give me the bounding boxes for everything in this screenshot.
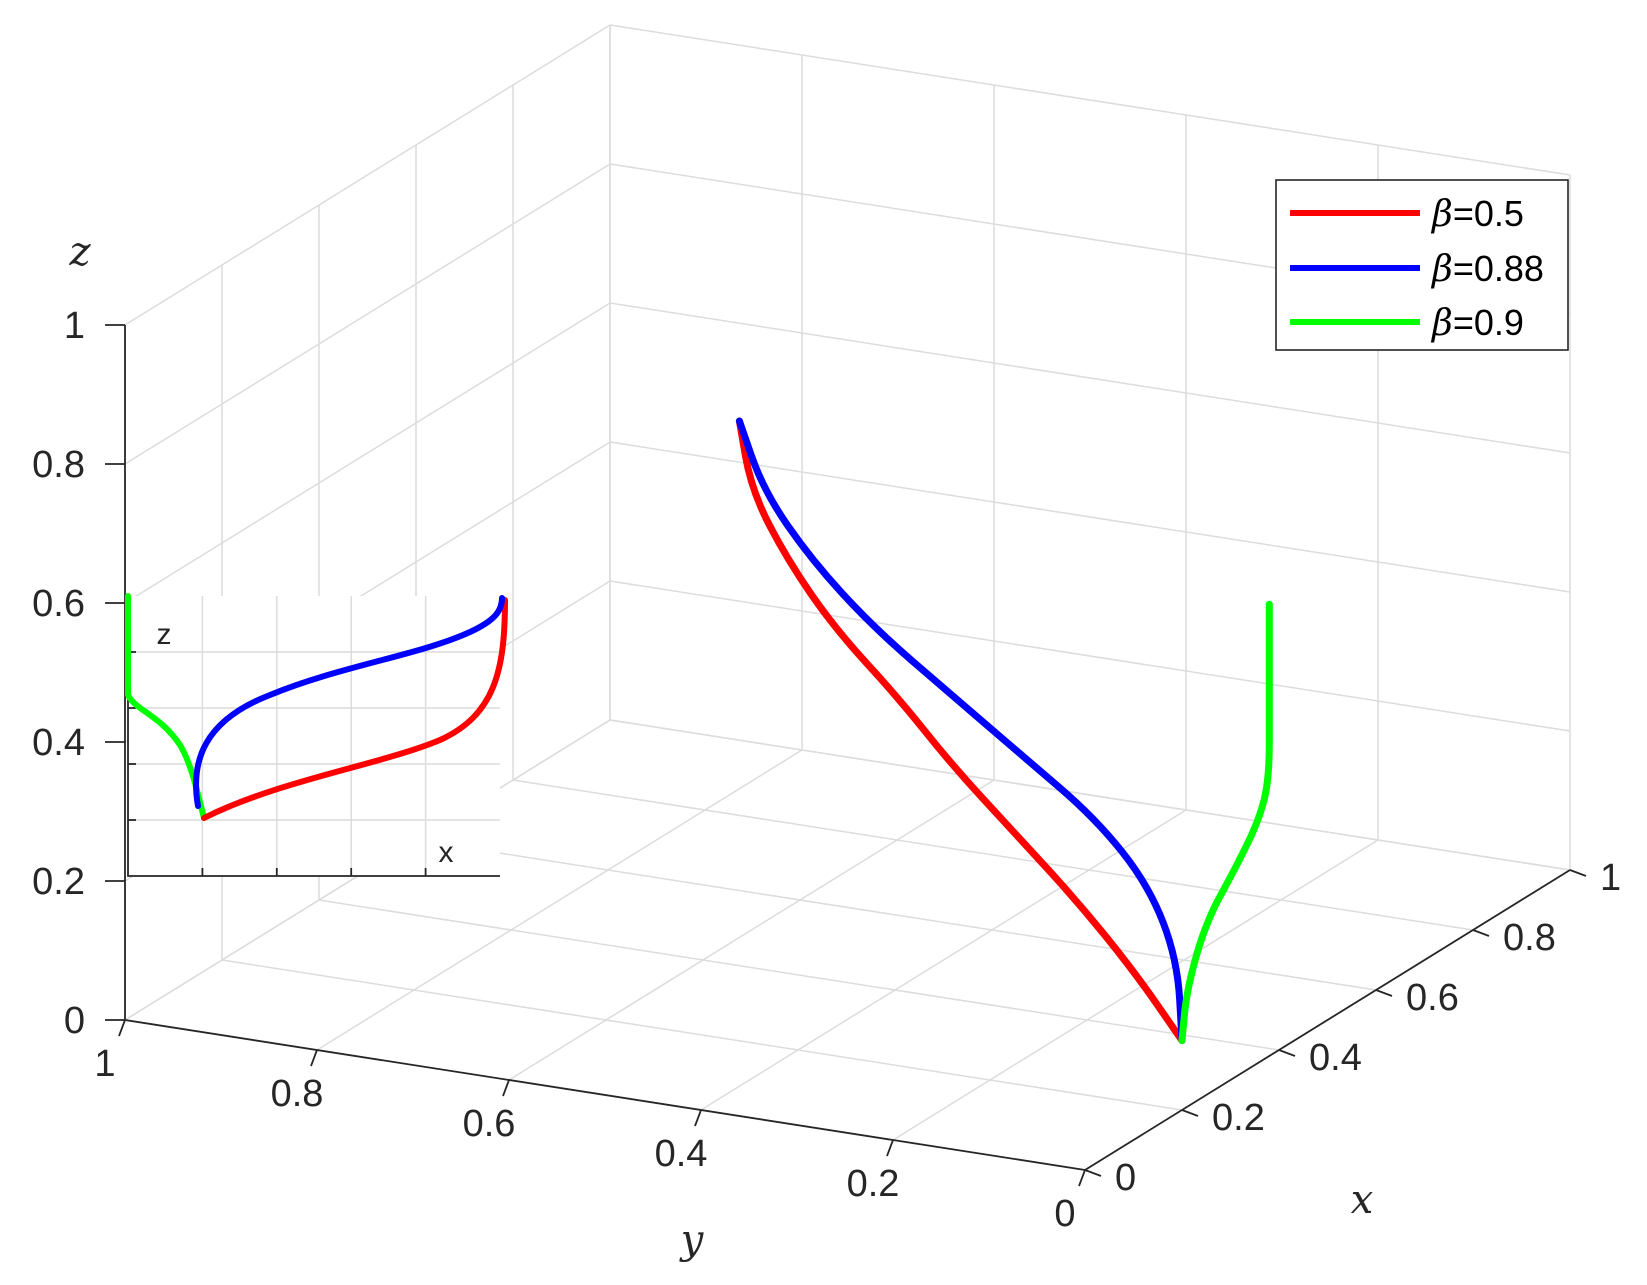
y-tick-3 xyxy=(502,1079,510,1097)
series-layer xyxy=(735,417,1273,1044)
y-tick-label-4: 0.8 xyxy=(271,1073,324,1115)
z-tick-label-5: 1 xyxy=(64,305,85,347)
z-tick-label-4: 0.8 xyxy=(32,444,85,486)
x-tick-label-1: 0.2 xyxy=(1212,1097,1265,1139)
z-tick-label-3: 0.6 xyxy=(32,583,85,625)
legend-symbol-2: β xyxy=(1430,303,1453,344)
y-tick-label-3: 0.6 xyxy=(463,1103,516,1145)
floor-grid-x-4 xyxy=(512,779,1474,931)
tick-layer: 0000.20.20.20.40.40.40.60.60.60.80.80.81… xyxy=(32,305,1621,1235)
floor-grid-x-2 xyxy=(318,899,1280,1051)
floor-grid-x-3 xyxy=(415,839,1377,991)
x-tick-label-4: 0.8 xyxy=(1503,917,1556,959)
y-tick-label-5: 1 xyxy=(94,1043,115,1085)
legend-label-1: =0.88 xyxy=(1453,248,1544,289)
y-tick-label-0: 0 xyxy=(1054,1193,1075,1235)
z-tick-label-2: 0.4 xyxy=(32,722,85,764)
floor-grid-y-3 xyxy=(508,779,995,1081)
x-tick-2 xyxy=(1278,1049,1296,1057)
x-axis-label: x xyxy=(1351,1177,1374,1223)
floor-grid-y-4 xyxy=(316,749,803,1051)
y-axis-label: y xyxy=(679,1217,705,1263)
floor-grid-y-1 xyxy=(892,839,1379,1141)
floor-grid-x-1 xyxy=(221,959,1183,1111)
floor-grid-x-5 xyxy=(609,719,1571,871)
y-tick-4 xyxy=(310,1049,318,1067)
y-tick-2 xyxy=(694,1109,702,1127)
legend-label-2: =0.9 xyxy=(1453,302,1524,343)
ywall-grid-z-5 xyxy=(124,24,611,326)
legend-entry-1: β=0.88 xyxy=(1430,248,1544,290)
legend-symbol-0: β xyxy=(1430,194,1453,235)
inset-x-label: x xyxy=(439,836,454,869)
series-line-1 xyxy=(735,417,1186,1044)
x-axis-line xyxy=(1084,869,1571,1171)
x-tick-4 xyxy=(1472,929,1490,937)
inset-curve-red xyxy=(201,597,508,821)
legend-symbol-1: β xyxy=(1430,249,1453,290)
x-tick-label-5: 1 xyxy=(1600,857,1621,899)
x-tick-label-2: 0.4 xyxy=(1309,1037,1362,1079)
xwall-grid-z-5 xyxy=(609,24,1571,176)
z-axis-label: z xyxy=(68,229,91,275)
legend-label-0: =0.5 xyxy=(1453,193,1524,234)
x-tick-1 xyxy=(1181,1109,1199,1117)
series-line-2 xyxy=(1178,600,1273,1044)
x-tick-label-0: 0 xyxy=(1115,1157,1136,1199)
x-tick-3 xyxy=(1375,989,1393,997)
z-tick-label-0: 0 xyxy=(64,1000,85,1042)
x-tick-label-3: 0.6 xyxy=(1406,977,1459,1019)
y-tick-0 xyxy=(1078,1169,1086,1187)
xwall-grid-z-1 xyxy=(609,580,1571,732)
floor-grid-y-2 xyxy=(700,809,1187,1111)
inset-plot: z x xyxy=(125,593,508,877)
y-tick-label-1: 0.2 xyxy=(847,1163,900,1205)
inset-curve-blue xyxy=(193,595,505,809)
x-tick-0 xyxy=(1084,1169,1102,1177)
y-axis-line xyxy=(124,1019,1086,1171)
legend-entry-0: β=0.5 xyxy=(1430,193,1524,235)
ywall-grid-z-4 xyxy=(124,163,611,465)
inset-z-label: z xyxy=(157,618,172,651)
x-tick-5 xyxy=(1569,869,1587,877)
legend-entry-2: β=0.9 xyxy=(1430,302,1524,344)
xwall-grid-z-2 xyxy=(609,441,1571,593)
xwall-grid-z-3 xyxy=(609,302,1571,454)
ywall-grid-z-3 xyxy=(124,302,611,604)
series-line-0 xyxy=(735,417,1186,1044)
legend: β=0.5 β=0.88 β=0.9 xyxy=(1275,179,1569,351)
y-tick-1 xyxy=(886,1139,894,1157)
y-tick-5 xyxy=(118,1019,126,1037)
z-tick-label-1: 0.2 xyxy=(32,861,85,903)
y-tick-label-2: 0.4 xyxy=(655,1133,708,1175)
